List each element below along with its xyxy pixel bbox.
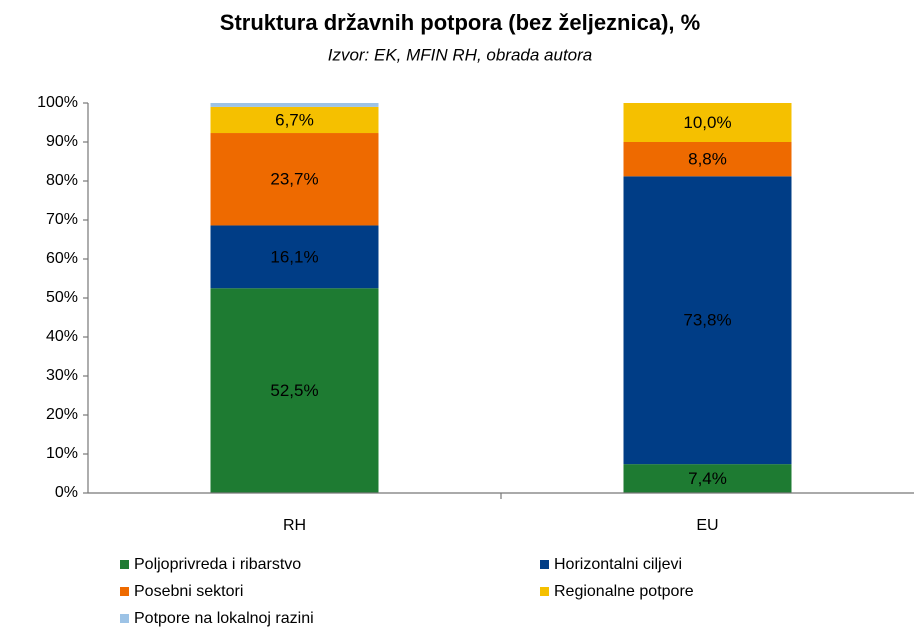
bar-segment: [210, 106, 379, 134]
legend-swatch: [120, 560, 129, 569]
y-tick-label: 70%: [46, 211, 78, 228]
chart-subtitle: Izvor: EK, MFIN RH, obrada autora: [328, 45, 593, 64]
y-tick-label: 90%: [46, 133, 78, 150]
y-tick-label: 60%: [46, 250, 78, 267]
data-label: 16,1%: [270, 247, 318, 266]
bar-segment: [623, 176, 792, 465]
data-label: 6,7%: [275, 110, 314, 129]
y-tick-label: 80%: [46, 172, 78, 189]
y-tick-label: 10%: [46, 445, 78, 462]
y-tick-label: 50%: [46, 289, 78, 306]
y-tick-label: 100%: [37, 94, 78, 111]
bar-segment: [210, 225, 379, 289]
legend-swatch: [540, 587, 549, 596]
bar-segment: [210, 288, 379, 493]
bar-segment: [623, 142, 792, 177]
y-tick-label: 30%: [46, 367, 78, 384]
chart-title: Struktura državnih potpora (bez željezni…: [220, 10, 700, 35]
legend-label: Regionalne potpore: [554, 583, 694, 600]
x-tick-label: EU: [696, 517, 718, 534]
data-label: 10,0%: [683, 113, 731, 132]
legend-label: Poljoprivreda i ribarstvo: [134, 556, 301, 573]
y-tick-label: 20%: [46, 406, 78, 423]
legend-label: Posebni sektori: [134, 583, 243, 600]
data-label: 23,7%: [270, 170, 318, 189]
legend-label: Horizontalni ciljevi: [554, 556, 682, 573]
bar-segment: [623, 464, 792, 493]
bar-segment: [210, 103, 379, 107]
data-label: 8,8%: [688, 150, 727, 169]
bar-segment: [623, 103, 792, 142]
data-label: 73,8%: [683, 311, 731, 330]
legend-swatch: [120, 614, 129, 623]
legend-label: Potpore na lokalnoj razini: [134, 610, 314, 627]
x-tick-label: RH: [283, 517, 306, 534]
bar-segment: [210, 133, 379, 226]
data-label: 52,5%: [270, 381, 318, 400]
data-label: 7,4%: [688, 469, 727, 488]
y-tick-label: 0%: [55, 484, 78, 501]
legend-swatch: [540, 560, 549, 569]
legend-swatch: [120, 587, 129, 596]
y-tick-label: 40%: [46, 328, 78, 345]
